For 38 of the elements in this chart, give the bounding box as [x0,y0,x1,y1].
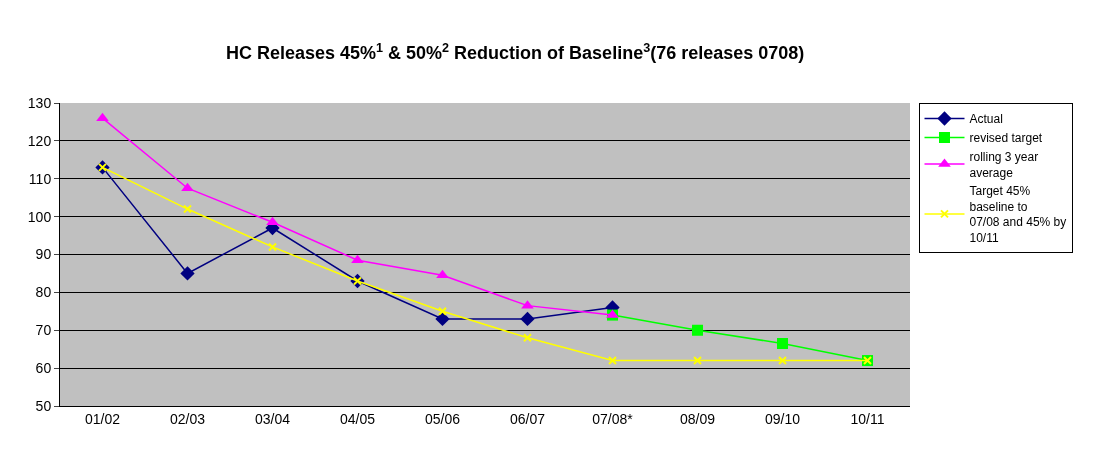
point [438,306,447,316]
x-tick-label: 06/07 [509,410,546,427]
point [520,311,535,327]
y-tick-label: 130 [27,94,52,111]
legend-label: Actual [969,112,1003,127]
x-tick-label: 08/09 [679,410,716,427]
point [608,356,617,366]
x-tick-label: 10/11 [850,410,885,427]
y-tick-label: 60 [35,360,52,377]
x-tick-label: 07/08* [592,410,634,427]
y-tick-label: 110 [28,170,52,187]
x-tick-label: 01/02 [84,410,121,427]
point [266,216,279,226]
legend-label: revised target [969,131,1043,146]
x-tick-label: 03/04 [254,410,291,427]
point [180,266,195,281]
y-tick-label: 120 [27,132,52,149]
chart-title: HC Releases 45%$^{1}$ & 50%$^{2}$ Reduction of Baseline$^{3}$(76 releases 0708) [225,40,805,64]
point [268,242,277,252]
x-tick-label: 05/06 [424,410,461,427]
x-tick-label: 09/10 [764,410,801,427]
point [692,324,703,336]
y-tick-label: 100 [27,208,52,225]
y-tick-label: 70 [35,322,52,339]
point [523,333,532,343]
y-tick-label: 50 [35,397,52,414]
y-tick-label: 80 [35,284,52,301]
point [435,311,450,327]
x-tick-label: 02/03 [169,410,206,427]
point [777,338,788,350]
y-tick-label: 90 [35,246,52,263]
legend-label: rolling 3 year average [969,149,1039,180]
point [436,269,449,279]
point [778,356,787,366]
point [183,204,192,214]
legend-label: Target 45% baseline to 07/08 and 45% by 10/11 [969,184,1067,245]
point [693,356,702,366]
x-tick-label: 04/05 [339,410,376,427]
